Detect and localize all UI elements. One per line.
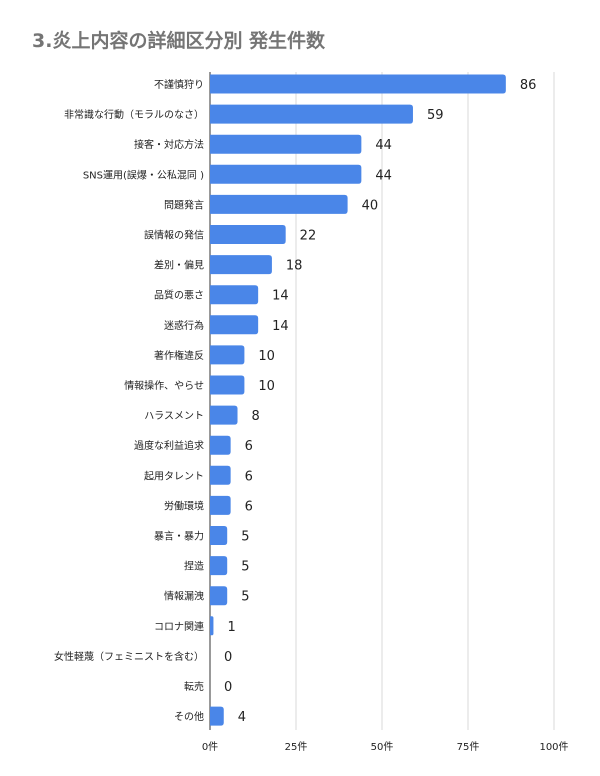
category-label: 接客・対応方法	[134, 138, 204, 151]
bar	[210, 586, 228, 606]
bar	[210, 285, 259, 305]
value-label: 5	[241, 560, 249, 575]
bar-layer	[210, 74, 506, 726]
bar	[210, 315, 259, 335]
category-label: 迷惑行為	[164, 319, 204, 332]
category-label: 非常識な行動（モラルのなさ）	[64, 108, 204, 121]
bar	[210, 556, 228, 576]
value-label: 6	[245, 499, 253, 514]
bar	[210, 104, 413, 124]
bar	[210, 465, 231, 485]
value-label: 10	[258, 349, 275, 364]
bar	[210, 164, 362, 184]
value-label: 0	[224, 680, 232, 695]
category-label: 情報漏洩	[164, 590, 204, 603]
category-label: 問題発言	[164, 198, 204, 211]
x-tick-label: 50件	[371, 741, 394, 753]
value-label: 44	[375, 138, 392, 153]
bar	[210, 134, 362, 154]
value-label: 8	[252, 409, 260, 424]
value-label: 6	[245, 439, 253, 454]
category-label: コロナ関連	[154, 620, 204, 633]
value-label: 4	[238, 710, 246, 725]
category-label: 著作権違反	[154, 349, 204, 362]
bar	[210, 225, 286, 244]
category-label: 品質の悪さ	[154, 289, 204, 302]
category-label: 誤情報の発信	[144, 229, 204, 242]
value-label: 6	[245, 469, 253, 484]
value-label: 10	[258, 379, 275, 394]
value-label: 0	[224, 650, 232, 665]
x-tick-label: 100件	[539, 741, 568, 753]
category-label: 情報操作、やらせ	[124, 379, 204, 392]
value-label: 86	[520, 78, 537, 93]
value-label: 44	[375, 168, 392, 183]
x-tick-label: 75件	[457, 741, 480, 753]
value-label: 1	[227, 620, 235, 635]
x-tick-label: 25件	[285, 741, 308, 753]
tick-layer: 0件 25件 50件 75件 100件	[202, 741, 569, 753]
bar	[210, 255, 272, 275]
value-label: 22	[300, 229, 317, 244]
value-label: 18	[286, 259, 303, 274]
value-label: 5	[241, 590, 249, 605]
value-label: 40	[362, 198, 379, 213]
bar	[210, 706, 224, 726]
value-label: 14	[272, 289, 289, 304]
bar	[210, 526, 228, 545]
category-label: 労働環境	[164, 499, 204, 512]
category-label: 捏造	[184, 560, 204, 573]
bar	[210, 495, 231, 515]
category-label: 差別・偏見	[154, 259, 204, 272]
bar	[210, 616, 214, 636]
bar	[210, 74, 506, 94]
chart-title: 3.炎上内容の詳細区分別 発生件数	[32, 30, 326, 52]
category-label: 転売	[184, 680, 204, 693]
category-label: 不謹慎狩り	[154, 78, 204, 91]
value-label: 59	[427, 108, 444, 123]
category-label: 起用タレント	[144, 470, 204, 482]
category-label: 暴言・暴力	[154, 530, 204, 543]
category-label: その他	[174, 710, 204, 723]
bar	[210, 435, 231, 455]
category-label: SNS運用(誤爆・公私混同 )	[83, 168, 204, 181]
category-label: ハラスメント	[144, 410, 204, 422]
value-label: 5	[241, 530, 249, 545]
category-label: 過度な利益追求	[134, 439, 204, 452]
bar	[210, 345, 245, 365]
category-label: 女性軽蔑（フェミニストを含む）	[54, 650, 204, 663]
x-tick-label: 0件	[202, 741, 218, 753]
value-label: 14	[272, 319, 289, 334]
bar	[210, 194, 348, 214]
bar	[210, 375, 245, 395]
bar	[210, 405, 238, 425]
